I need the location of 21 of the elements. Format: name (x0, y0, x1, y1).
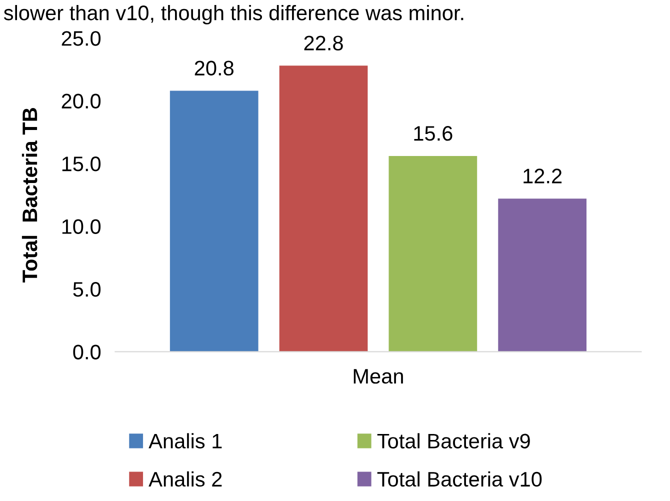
data-label: 15.6 (414, 126, 452, 141)
y-tick-label: 15.0 (62, 156, 101, 172)
data-label: 20.8 (194, 60, 234, 76)
data-label: 12.2 (524, 168, 562, 184)
y-tick-label: 5.0 (73, 282, 101, 297)
x-tick-label: Mean (354, 369, 403, 384)
bar (388, 156, 478, 352)
text: slower than v10, though this difference was minor. (4, 5, 464, 24)
legend-label: Total Bacteria v9 (377, 433, 530, 448)
bar (279, 66, 368, 352)
bar (498, 198, 586, 352)
legend-label: Total Bacteria v10 (377, 471, 542, 487)
y-tick-label: 20.0 (62, 94, 101, 109)
y-tick-label: 0.0 (73, 344, 101, 360)
legend-label: Analis 1 (148, 433, 222, 448)
bar (170, 90, 258, 352)
data-label: 22.8 (304, 36, 343, 50)
y-tick-label: 10.0 (62, 219, 101, 234)
y-axis-title: Total Bacteria TB (22, 108, 38, 282)
y-tick-label: 25.0 (62, 31, 101, 46)
legend-label: Analis 2 (148, 471, 222, 487)
